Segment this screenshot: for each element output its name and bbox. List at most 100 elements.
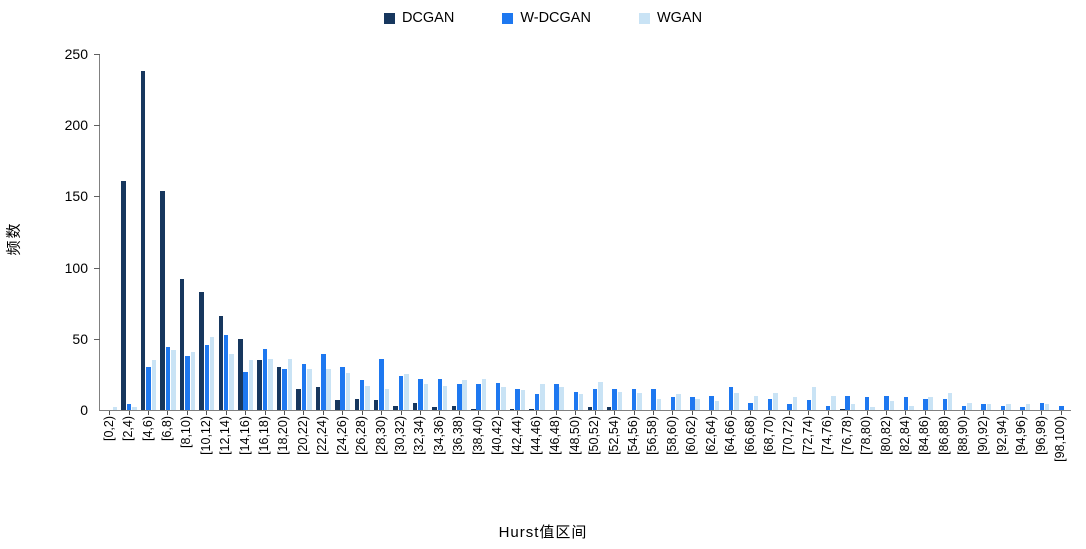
bar-w-dcgan-[24,26): [340, 367, 345, 410]
y-tick-mark: [94, 125, 100, 127]
bar-group-[38,40): [469, 54, 488, 410]
x-tick-label: [66,68): [742, 416, 757, 455]
x-tick-mark: [769, 411, 771, 415]
x-tick-mark: [109, 411, 111, 415]
y-tick-mark: [94, 338, 100, 340]
legend-label-wgan: WGAN: [656, 10, 703, 26]
x-tick-mark: [614, 411, 616, 415]
bar-w-dcgan-[60,62): [690, 397, 695, 410]
bar-group-[54,56): [624, 54, 643, 410]
bar-wgan-[96,98): [1044, 404, 1050, 410]
y-tick-label: 0: [80, 402, 88, 418]
bar-w-dcgan-[6,8): [165, 347, 171, 410]
x-tick-mark: [128, 411, 130, 415]
bar-w-dcgan-[40,42): [495, 382, 501, 410]
bar-w-dcgan-[72,74): [806, 400, 812, 410]
bar-wgan-[36,38): [462, 380, 467, 410]
bar-w-dcgan-[86,88): [942, 398, 947, 410]
x-tick-label: [72,74): [800, 416, 815, 455]
x-tick-mark: [303, 411, 305, 415]
x-tick-label: [62,64): [703, 416, 718, 455]
bar-group-[34,36): [430, 54, 449, 410]
y-tick-label: 200: [64, 117, 88, 134]
x-tick-mark: [536, 411, 538, 415]
bar-wgan-[22,24): [326, 368, 331, 410]
x-tick-label: [92,94): [995, 416, 1010, 455]
x-tick-label: [50,52): [587, 416, 602, 455]
bar-wgan-[38,40): [481, 378, 487, 410]
bar-group-[20,22): [294, 54, 313, 410]
y-axis-title: 频数: [5, 221, 23, 256]
bar-w-dcgan-[32,34): [418, 378, 423, 410]
bar-w-dcgan-[46,48): [554, 384, 559, 410]
bar-wgan-[88,90): [967, 402, 972, 410]
bar-wgan-[12,14): [229, 354, 234, 410]
x-tick-label: [88,90): [956, 416, 971, 455]
bar-wgan-[56,58): [656, 398, 662, 410]
bar-dcgan-[8,10): [179, 279, 185, 410]
x-tick-label: [82,84): [897, 416, 912, 455]
x-tick-mark: [419, 411, 421, 415]
x-tick-label: [44,46): [528, 416, 543, 455]
bar-group-[24,26): [333, 54, 352, 410]
bar-group-[30,32): [391, 54, 410, 410]
y-tick-mark: [94, 54, 100, 55]
bar-wgan-[10,12): [209, 337, 215, 410]
bar-wgan-[54,56): [637, 392, 642, 410]
bar-wgan-[90,92): [986, 404, 992, 410]
bar-group-[32,34): [411, 54, 430, 410]
bar-group-[98,100): [1052, 54, 1071, 410]
x-tick-label: [96,98): [1033, 416, 1048, 455]
bar-group-[60,62): [683, 54, 702, 410]
bar-wgan-[72,74): [811, 387, 817, 410]
x-tick-label: [78,80): [859, 416, 874, 455]
bar-dcgan-[6,8): [160, 190, 165, 410]
bar-group-[22,24): [314, 54, 333, 410]
bar-w-dcgan-[14,16): [243, 371, 248, 410]
x-tick-mark: [342, 411, 344, 415]
bar-w-dcgan-[82,84): [903, 397, 909, 410]
bar-group-[52,54): [605, 54, 624, 410]
bar-wgan-[66,68): [753, 395, 759, 410]
bar-group-[56,58): [644, 54, 663, 410]
legend-label-w-dcgan: W-DCGAN: [520, 10, 591, 26]
legend-item-dcgan: DCGAN: [383, 10, 454, 26]
x-tick-label: [74,76): [820, 416, 835, 455]
x-tick-mark: [1041, 411, 1043, 415]
y-tick-label: 250: [64, 46, 88, 62]
bar-wgan-[4,6): [151, 360, 157, 410]
bar-group-[90,92): [974, 54, 993, 410]
bar-dcgan-[4,6): [140, 71, 146, 410]
x-tick-mark: [730, 411, 732, 415]
bar-wgan-[18,20): [287, 358, 293, 410]
x-tick-mark: [594, 411, 596, 415]
x-tick-label: [52,54): [606, 416, 621, 455]
bar-wgan-[52,54): [617, 391, 623, 410]
bar-w-dcgan-[74,76): [825, 405, 831, 410]
bar-group-[46,48): [547, 54, 566, 410]
x-tick-mark: [983, 411, 985, 415]
x-tick-mark: [381, 411, 383, 415]
x-tick-label: [0,2): [101, 416, 116, 442]
x-tick-label: [10,12): [198, 416, 213, 455]
bar-wgan-[86,88): [947, 392, 953, 410]
x-tick-label: [6,8): [159, 416, 174, 442]
bar-dcgan-[16,18): [257, 360, 262, 410]
bar-group-[2,4): [119, 54, 138, 410]
bar-group-[12,14): [217, 54, 236, 410]
x-tick-label: [2,4): [121, 416, 136, 442]
x-tick-mark: [245, 411, 247, 415]
bar-wgan-[64,66): [734, 392, 739, 410]
bar-w-dcgan-[62,64): [709, 395, 714, 410]
x-tick-mark: [672, 411, 674, 415]
bar-wgan-[16,18): [268, 358, 273, 410]
bar-group-[76,78): [838, 54, 857, 410]
bar-group-[74,76): [819, 54, 838, 410]
bar-w-dcgan-[96,98): [1039, 402, 1045, 410]
bar-w-dcgan-[26,28): [359, 380, 365, 410]
x-tick-label: [42,44): [509, 416, 524, 455]
bar-wgan-[2,4): [132, 407, 137, 410]
x-tick-mark: [1002, 411, 1004, 415]
bar-group-[4,6): [139, 54, 158, 410]
